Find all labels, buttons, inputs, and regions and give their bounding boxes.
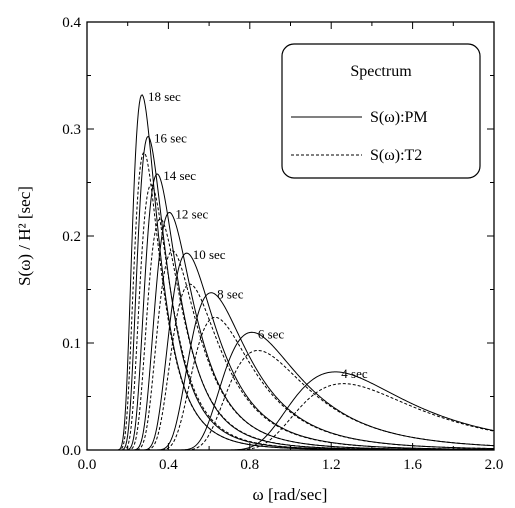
t2-curve: [87, 153, 494, 450]
period-label: 6 sec: [258, 326, 285, 341]
period-label: 10 sec: [193, 247, 226, 262]
y-tick-label: 0.2: [62, 229, 81, 245]
period-label: 4 sec: [341, 366, 368, 381]
t2-curve: [87, 317, 494, 450]
legend-entry-pm: S(ω):PM: [370, 109, 428, 126]
t2-curve: [87, 185, 494, 450]
period-label: 12 sec: [175, 206, 208, 221]
pm-curve: [87, 174, 494, 450]
legend: Spectrum S(ω):PM S(ω):T2: [282, 44, 480, 178]
x-tick-label: 0.0: [78, 457, 97, 473]
y-tick-label: 0.1: [62, 336, 81, 352]
x-tick-label: 2.0: [485, 457, 504, 473]
x-tick-label: 1.6: [403, 457, 422, 473]
period-label: 16 sec: [154, 130, 187, 145]
x-tick-label: 0.8: [240, 457, 259, 473]
period-label: 18 sec: [148, 89, 181, 104]
period-label: 14 sec: [163, 168, 196, 183]
y-tick-label: 0.4: [62, 15, 81, 31]
t2-curve: [87, 351, 494, 451]
legend-entry-t2: S(ω):T2: [370, 147, 422, 164]
pm-curve: [87, 293, 494, 450]
y-tick-label: 0.3: [62, 122, 81, 138]
legend-title: Spectrum: [350, 63, 412, 80]
period-label: 8 sec: [217, 287, 244, 302]
x-tick-label: 1.2: [322, 457, 341, 473]
t2-curve: [87, 251, 494, 450]
x-axis-label: ω [rad/sec]: [253, 485, 328, 504]
x-tick-label: 0.4: [159, 457, 178, 473]
y-tick-label: 0.0: [62, 443, 81, 459]
t2-curve: [87, 219, 494, 450]
y-axis-label: S(ω) / H² [sec]: [15, 186, 34, 286]
